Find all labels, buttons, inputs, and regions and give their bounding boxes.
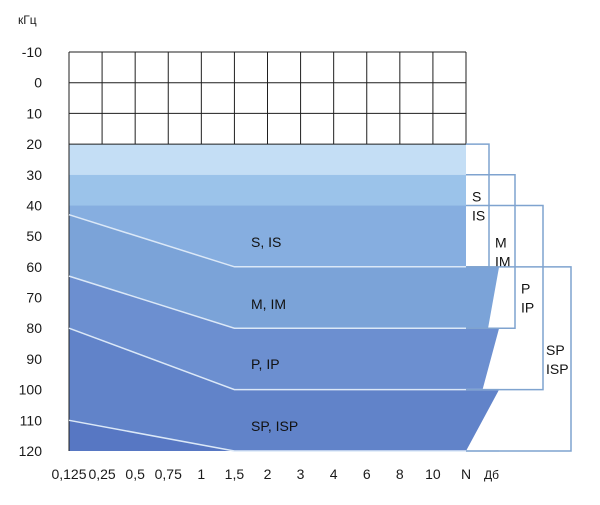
- x-tick-label: 0,75: [155, 466, 182, 482]
- y-tick-label: 90: [26, 351, 42, 367]
- bracket-label: S: [472, 188, 481, 204]
- y-tick-label: 60: [26, 259, 42, 275]
- y-tick-label: 30: [26, 167, 42, 183]
- labels-layer: S, IS M, IM P, IP SP, ISP: [251, 234, 298, 434]
- y-tick-label: 70: [26, 290, 42, 306]
- x-tick-label: 10: [425, 466, 441, 482]
- bracket: [466, 266, 572, 452]
- x-axis-unit: Дб: [484, 468, 499, 482]
- bracket: [466, 174, 516, 329]
- bracket-label: IS: [472, 207, 485, 223]
- y-tick-label: 20: [26, 136, 42, 152]
- class-boundary-line: [68, 419, 500, 452]
- y-tick-label: 80: [26, 320, 42, 336]
- x-tick-label: 6: [363, 466, 371, 482]
- y-tick-label: 0: [34, 75, 42, 91]
- bracket-label: ISP: [546, 361, 569, 377]
- x-tick-label: 2: [264, 466, 272, 482]
- band-1: [69, 174, 466, 206]
- bracket-label: IP: [521, 300, 534, 316]
- y-tick-label: 40: [26, 197, 42, 213]
- class-boundary-line: [68, 213, 500, 268]
- brackets-layer: S IS M IM P IP SP ISP: [466, 143, 572, 452]
- x-tick-label: 1,5: [225, 466, 245, 482]
- x-tick-label: 8: [396, 466, 404, 482]
- class-label: P, IP: [251, 356, 280, 372]
- bracket-label: IM: [495, 254, 511, 270]
- class-label: SP, ISP: [251, 418, 298, 434]
- x-tick-label: 3: [297, 466, 305, 482]
- band-0: [69, 144, 466, 175]
- y-tick-label: 50: [26, 228, 42, 244]
- bracket-label: M: [495, 235, 507, 251]
- class-boundary-line: [68, 327, 500, 391]
- grid-layer: [68, 51, 467, 451]
- bracket: [466, 204, 544, 391]
- x-tick-label: 0,25: [88, 466, 115, 482]
- area-sp-isp: [69, 420, 500, 451]
- x-tick-label: 1: [197, 466, 205, 482]
- x-tick-label: 4: [330, 466, 338, 482]
- y-axis-unit: кГц: [18, 13, 37, 27]
- y-tick-label: 120: [19, 443, 43, 459]
- class-label: M, IM: [251, 296, 286, 312]
- bracket-label: SP: [546, 342, 565, 358]
- x-tick-label: 0,125: [51, 466, 86, 482]
- class-label: S, IS: [251, 234, 281, 250]
- x-tick-label: N: [461, 466, 471, 482]
- axis-layer: кГц Дб -1001020304050607080901001101200,…: [18, 13, 499, 482]
- areas-layer: [69, 214, 500, 451]
- y-tick-label: -10: [22, 44, 42, 60]
- y-tick-label: 110: [20, 412, 43, 428]
- y-tick-label: 10: [26, 105, 42, 121]
- dividers-layer: [68, 213, 500, 452]
- x-tick-label: 0,5: [125, 466, 145, 482]
- class-boundary-line: [68, 275, 500, 329]
- bracket-label: P: [521, 281, 530, 297]
- y-tick-label: 100: [19, 382, 43, 398]
